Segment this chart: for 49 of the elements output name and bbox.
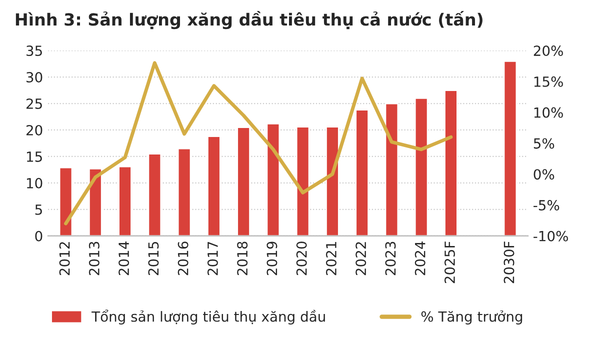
bar [444, 90, 458, 236]
x-tick-label: 2014 [118, 242, 130, 276]
y2-tick-label: 10% [534, 107, 563, 118]
y-tick-label: 35 [26, 46, 42, 56]
bar [118, 166, 132, 236]
y-tick-label: 5 [35, 204, 42, 215]
line-series [64, 61, 453, 226]
x-tick-label: 2021 [326, 242, 336, 276]
x-tick-label: 2016 [178, 242, 188, 276]
legend-label: Tổng sản lượng tiêu thụ xăng dầu [92, 310, 325, 324]
bar [88, 168, 102, 236]
bar [148, 153, 162, 236]
bar [177, 148, 192, 236]
y-tick-label: 0 [35, 230, 42, 242]
bar [326, 126, 340, 236]
x-tick-label: 2015 [148, 242, 159, 276]
x-tick-label: 2020 [296, 242, 307, 276]
x-tick-label: 2019 [266, 242, 278, 276]
legend-label: % Tăng trưởng [421, 310, 522, 324]
x-tick-label: 2018 [237, 242, 248, 276]
y2-tick-label: -10% [534, 230, 568, 242]
y2-tick-label: 20% [534, 46, 563, 56]
y-tick-label: 15 [26, 152, 42, 162]
x-tick-label: 2024 [414, 242, 426, 276]
bar [58, 166, 73, 236]
bar [236, 126, 250, 236]
bar [355, 109, 369, 236]
bar [207, 136, 221, 236]
x-tick-label: 2030F [504, 242, 514, 284]
bar [266, 122, 280, 236]
x-tick-label: 2017 [207, 242, 218, 276]
y-tick-label: 30 [26, 72, 42, 83]
x-tick-label: 2023 [385, 242, 396, 276]
x-tick-label: 2025F [444, 242, 455, 284]
x-tick-label: 2012 [59, 242, 70, 276]
y-tick-label: 10 [26, 178, 42, 188]
x-tick-label: 2013 [88, 242, 100, 276]
y-tick-label: 20 [26, 124, 42, 136]
y2-tick-label: 0% [534, 169, 554, 180]
bar [414, 98, 428, 236]
y2-tick-label: -5% [534, 200, 560, 210]
bar [296, 126, 310, 236]
y-tick-label: 25 [26, 98, 42, 109]
y2-tick-label: 5% [534, 138, 554, 149]
chart-title: Hình 3: Sản lượng xăng dầu tiêu thụ cả nước (tấn) [16, 10, 482, 30]
y2-tick-label: 15% [534, 76, 563, 87]
bar [503, 60, 518, 236]
bar [384, 102, 399, 236]
x-tick-label: 2022 [356, 242, 366, 276]
